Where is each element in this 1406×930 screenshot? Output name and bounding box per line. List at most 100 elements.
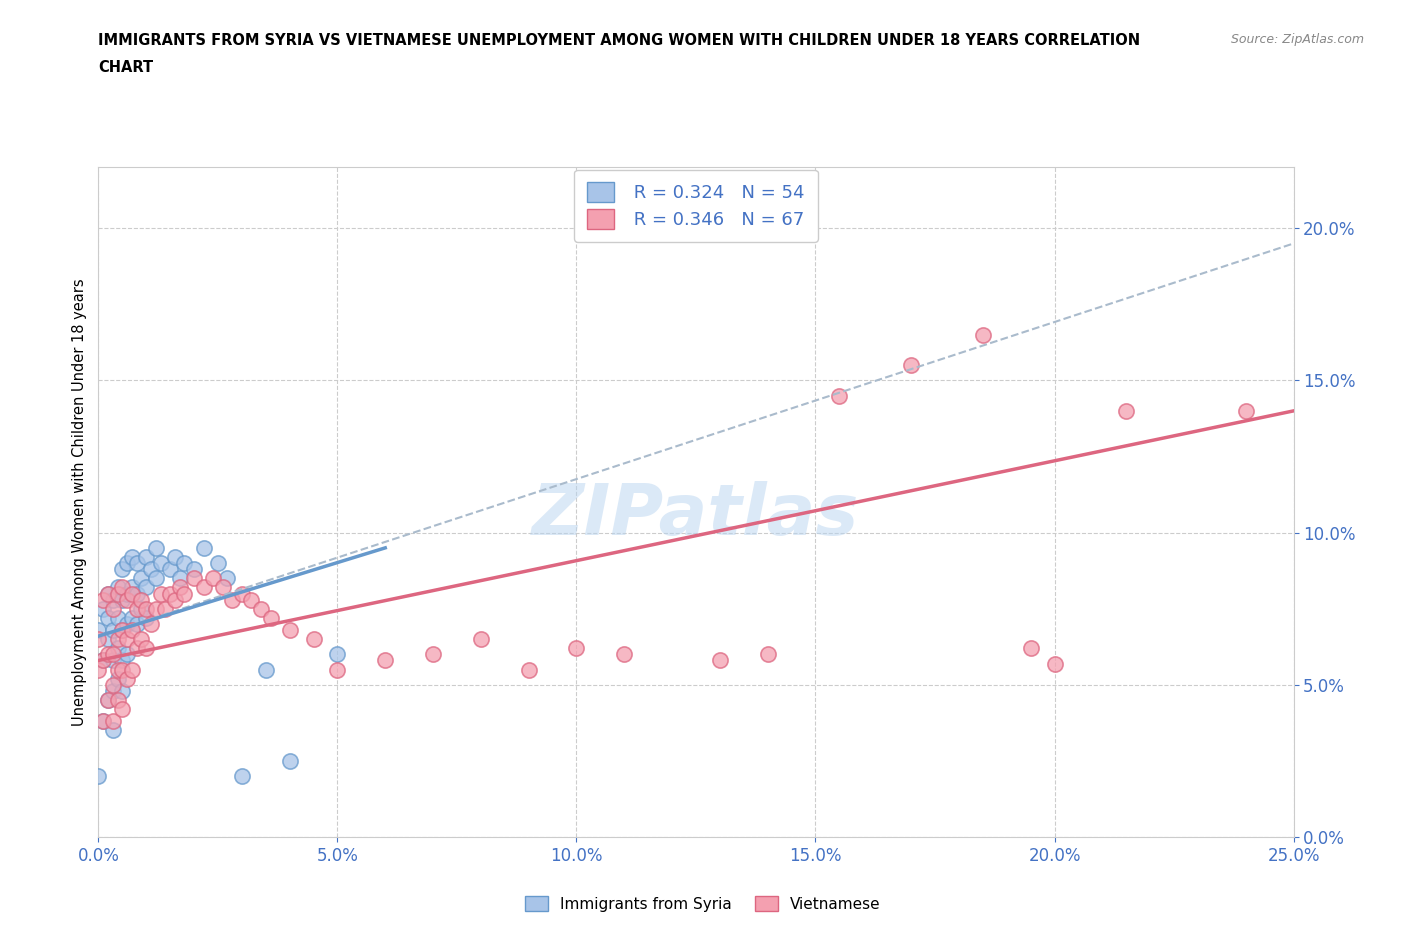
Point: [97, 631, 120, 646]
Point: [613, 647, 636, 662]
Point: [111, 580, 134, 595]
Point: [278, 622, 301, 637]
Point: [173, 586, 195, 601]
Point: [101, 714, 124, 729]
Point: [135, 641, 157, 656]
Point: [91, 592, 114, 607]
Point: [121, 662, 143, 677]
Point: [709, 653, 731, 668]
Point: [101, 653, 124, 668]
Point: [121, 610, 143, 625]
Point: [169, 580, 191, 595]
Point: [111, 622, 134, 637]
Point: [250, 602, 273, 617]
Point: [115, 631, 138, 646]
Point: [107, 631, 129, 646]
Point: [87, 662, 110, 677]
Point: [101, 602, 124, 617]
Point: [254, 662, 277, 677]
Point: [1019, 641, 1042, 656]
Point: [207, 555, 229, 570]
Point: [91, 653, 114, 668]
Point: [121, 550, 143, 565]
Point: [107, 662, 129, 677]
Point: [125, 617, 148, 631]
Point: [231, 769, 253, 784]
Point: [107, 693, 129, 708]
Point: [145, 540, 167, 555]
Point: [121, 622, 143, 637]
Point: [101, 592, 124, 607]
Point: [111, 684, 134, 698]
Point: [87, 622, 110, 637]
Point: [135, 610, 157, 625]
Point: [1043, 656, 1066, 671]
Text: ZIPatlas: ZIPatlas: [533, 481, 859, 550]
Point: [326, 662, 349, 677]
Y-axis label: Unemployment Among Women with Children Under 18 years: Unemployment Among Women with Children U…: [72, 278, 87, 726]
Point: [91, 602, 114, 617]
Point: [101, 723, 124, 737]
Point: [107, 580, 129, 595]
Point: [125, 586, 148, 601]
Point: [326, 647, 349, 662]
Point: [111, 653, 134, 668]
Point: [145, 602, 167, 617]
Point: [159, 562, 181, 577]
Point: [163, 592, 186, 607]
Point: [139, 562, 162, 577]
Legend: Immigrants from Syria, Vietnamese: Immigrants from Syria, Vietnamese: [519, 889, 887, 918]
Point: [101, 647, 124, 662]
Point: [115, 647, 138, 662]
Point: [125, 602, 148, 617]
Point: [97, 586, 120, 601]
Point: [145, 571, 167, 586]
Point: [149, 586, 172, 601]
Legend:  R = 0.324   N = 54,  R = 0.346   N = 67: R = 0.324 N = 54, R = 0.346 N = 67: [574, 170, 818, 242]
Point: [97, 610, 120, 625]
Point: [97, 586, 120, 601]
Point: [169, 571, 191, 586]
Point: [131, 592, 153, 607]
Point: [121, 586, 143, 601]
Point: [135, 550, 157, 565]
Point: [115, 671, 138, 686]
Point: [565, 641, 588, 656]
Point: [135, 602, 157, 617]
Point: [97, 693, 120, 708]
Point: [900, 358, 922, 373]
Text: Source: ZipAtlas.com: Source: ZipAtlas.com: [1230, 33, 1364, 46]
Point: [111, 592, 134, 607]
Point: [111, 622, 134, 637]
Text: CHART: CHART: [98, 60, 153, 75]
Point: [183, 571, 205, 586]
Point: [111, 562, 134, 577]
Point: [107, 586, 129, 601]
Point: [101, 677, 124, 692]
Point: [828, 388, 851, 403]
Point: [131, 602, 153, 617]
Point: [135, 580, 157, 595]
Point: [149, 555, 172, 570]
Point: [91, 714, 114, 729]
Point: [97, 647, 120, 662]
Point: [121, 580, 143, 595]
Point: [159, 586, 181, 601]
Point: [211, 580, 233, 595]
Point: [91, 653, 114, 668]
Point: [173, 555, 195, 570]
Point: [115, 592, 138, 607]
Point: [125, 555, 148, 570]
Point: [278, 753, 301, 768]
Point: [374, 653, 396, 668]
Point: [155, 602, 177, 617]
Point: [125, 641, 148, 656]
Point: [163, 550, 186, 565]
Point: [87, 631, 110, 646]
Point: [111, 702, 134, 717]
Point: [107, 641, 129, 656]
Point: [115, 617, 138, 631]
Point: [302, 631, 325, 646]
Point: [470, 631, 492, 646]
Point: [97, 693, 120, 708]
